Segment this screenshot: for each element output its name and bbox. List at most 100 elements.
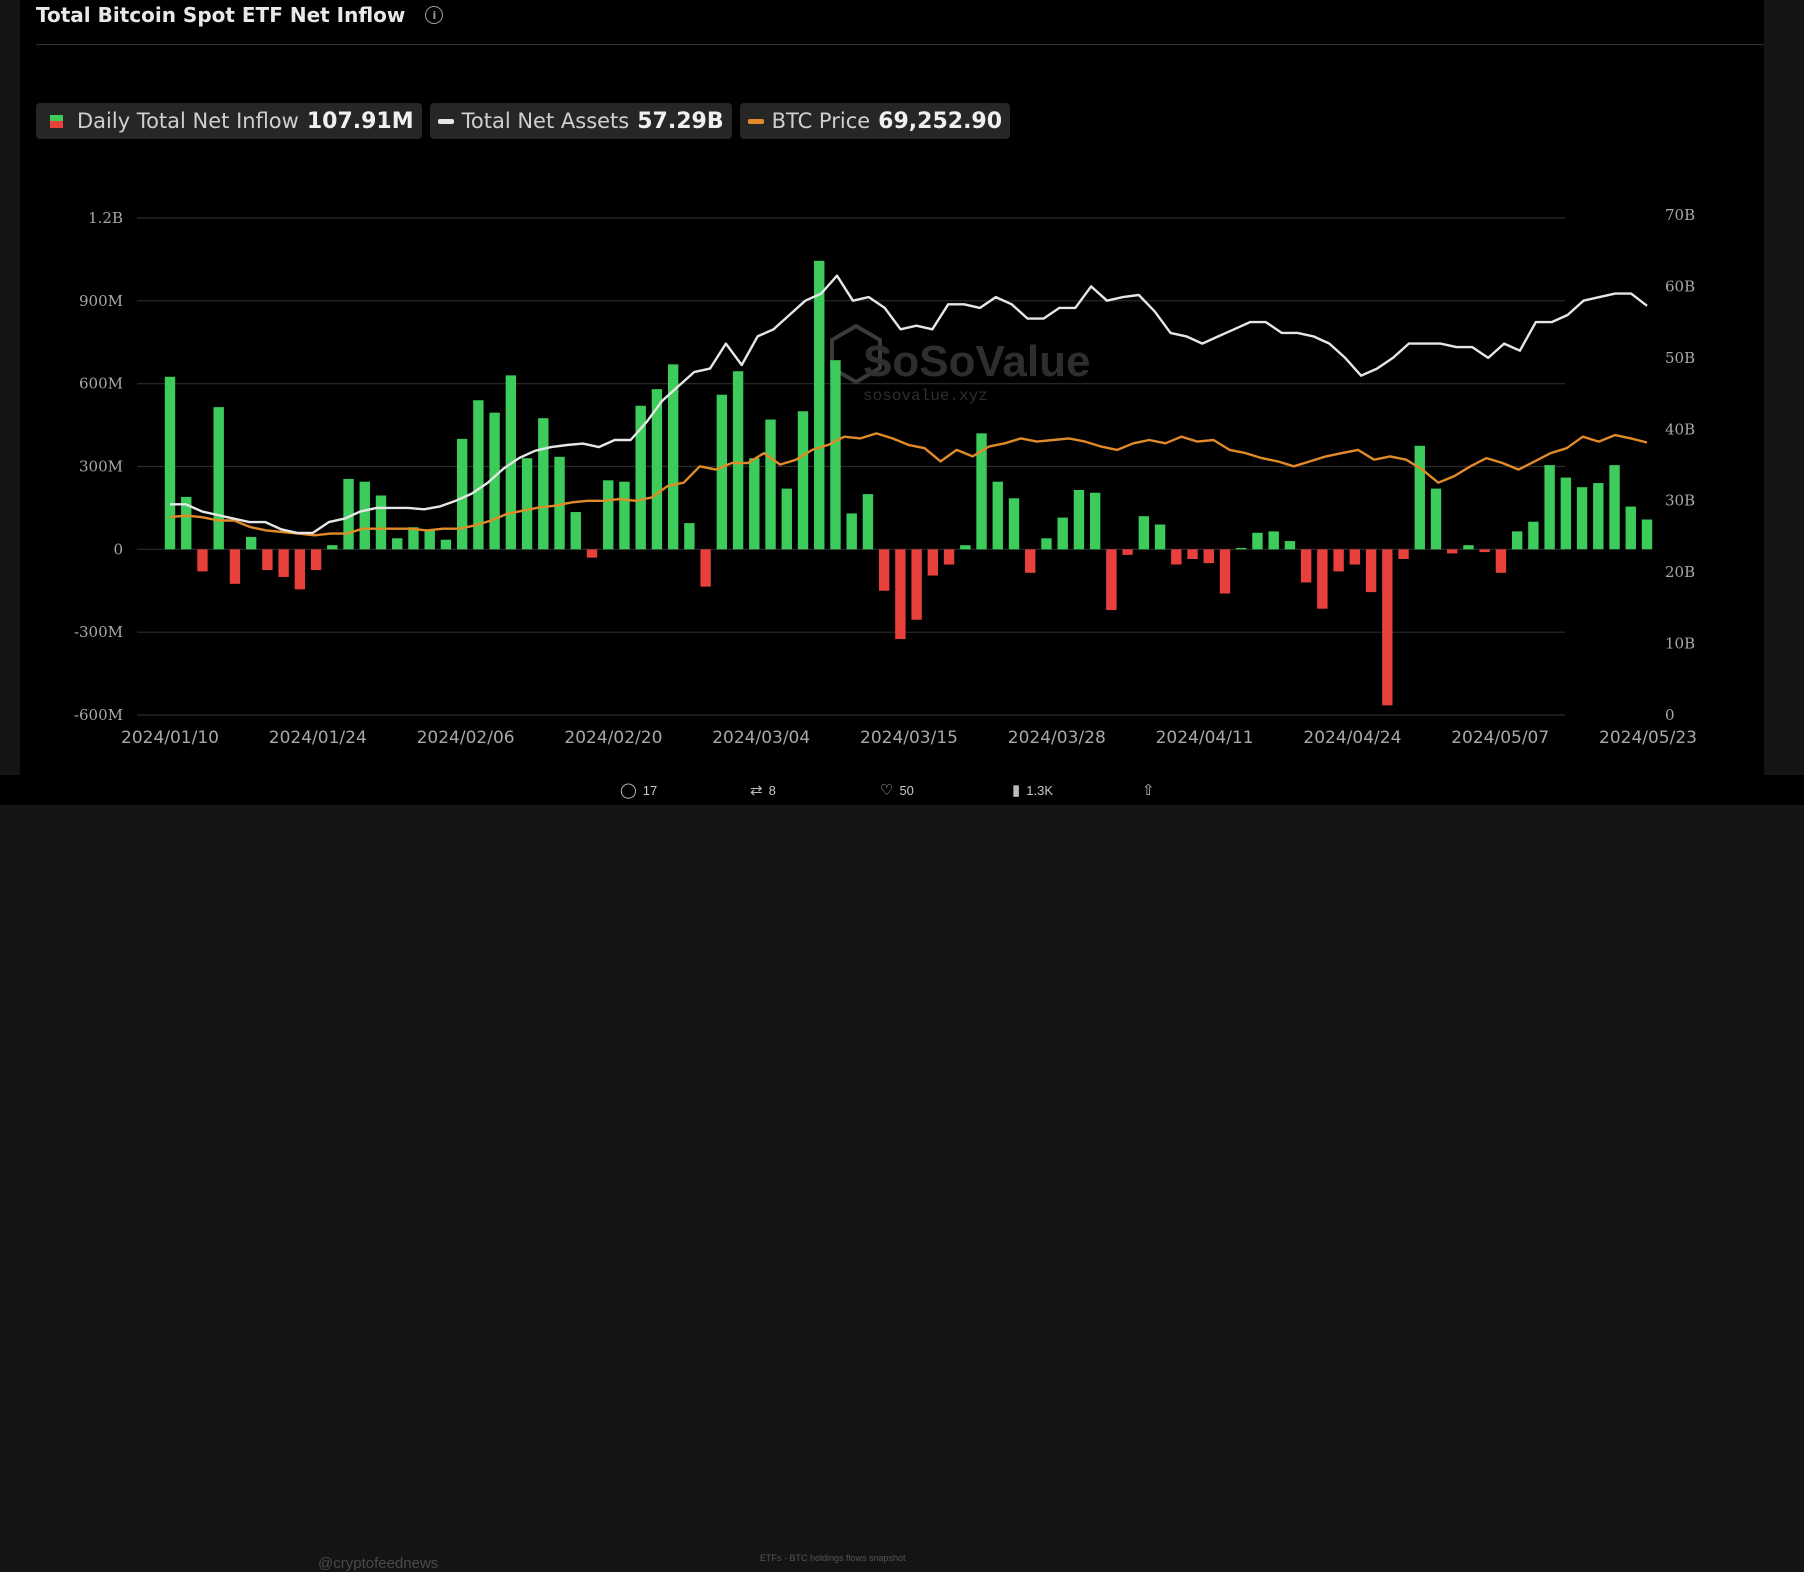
inflow-bar [878, 549, 890, 591]
inflow-bar [635, 405, 646, 550]
share-button[interactable]: ⇧ [1142, 781, 1155, 799]
footer-caption: ETFs - BTC holdings flows snapshot [760, 1553, 906, 1563]
inflow-bar [960, 545, 971, 550]
y-left-tick-label: -300M [74, 623, 123, 641]
legend-assets-label: Total Net Assets [461, 109, 630, 133]
inflow-bar [700, 549, 711, 587]
inflow-bar [732, 371, 744, 550]
chart-title: Total Bitcoin Spot ETF Net Inflow [36, 3, 406, 27]
inflow-bar [1382, 549, 1393, 706]
inflow-bar [1414, 445, 1425, 550]
inflow-bar [554, 456, 565, 550]
legend-assets[interactable]: Total Net Assets 57.29B [429, 103, 732, 139]
inflow-bar [1641, 519, 1653, 550]
x-tick-label: 2024/01/24 [269, 728, 367, 748]
inflow-bar [1495, 549, 1507, 573]
assets-swatch-icon [437, 118, 454, 124]
author-handle[interactable]: @cryptofeednews [318, 1555, 439, 1572]
legend-price[interactable]: BTC Price 69,252.90 [739, 103, 1011, 139]
inflow-bar [1511, 531, 1523, 550]
x-tick-label: 2024/02/06 [417, 728, 515, 748]
inflow-bar [456, 438, 468, 550]
inflow-bar [651, 389, 663, 550]
inflow-bar [1073, 489, 1085, 550]
inflow-bar [408, 527, 419, 550]
y-right-tick-label: 60B [1665, 277, 1695, 295]
inflow-bar [1008, 498, 1020, 550]
y-right-tick-label: 0 [1665, 706, 1675, 724]
y-left-tick-label: -600M [74, 706, 123, 724]
y-right-tick-label: 20B [1665, 563, 1695, 581]
x-tick-label: 2024/03/28 [1008, 728, 1106, 748]
x-tick-label: 2024/04/24 [1303, 728, 1401, 748]
inflow-bar [1317, 549, 1328, 609]
btc-price-line [169, 432, 1648, 537]
inflow-bar [343, 478, 354, 550]
inflow-bar [1625, 506, 1636, 550]
x-tick-label: 2024/03/04 [712, 728, 810, 748]
inflow-bar [1365, 549, 1377, 593]
inflow-bar [911, 549, 922, 620]
inflow-bar [992, 481, 1003, 550]
inflow-bar [943, 549, 955, 565]
inflow-bar [1430, 488, 1442, 550]
inflow-bar [1284, 541, 1296, 550]
inflow-bar [667, 364, 679, 550]
legend-assets-value: 57.29B [637, 108, 724, 134]
y-left-tick-label: 0 [113, 540, 123, 558]
x-tick-label: 2024/03/15 [860, 728, 958, 748]
y-right-tick-label: 50B [1665, 349, 1695, 367]
repost-icon: ⇄ [750, 782, 763, 799]
reply-icon: ◯ [620, 782, 637, 799]
inflow-swatch-icon [50, 114, 63, 128]
repost-button[interactable]: ⇄ 8 [750, 781, 776, 799]
total-net-assets-line [170, 274, 1648, 535]
inflow-bar [1252, 532, 1263, 550]
inflow-bar [1300, 549, 1312, 583]
inflow-bar [359, 481, 370, 550]
chart-svg: SoSoValue sosovalue.xyz 1.2B 900M 600M 300M… [74, 206, 1697, 748]
legend-inflow[interactable]: Daily Total Net Inflow 107.91M [36, 103, 422, 139]
inflow-bar [521, 458, 533, 550]
inflow-bar [1528, 521, 1539, 550]
inflow-bar [716, 394, 728, 550]
inflow-bar [245, 536, 257, 550]
x-tick-label: 2024/01/10 [121, 728, 219, 748]
y-left-tick-label: 900M [79, 292, 123, 310]
reply-button[interactable]: ◯ 17 [620, 781, 657, 799]
inflow-bar [375, 495, 387, 550]
x-tick-label: 2024/04/11 [1156, 728, 1254, 748]
inflow-bar [603, 480, 614, 550]
inflow-bar [294, 549, 306, 590]
inflow-bar [1560, 477, 1572, 550]
inflow-bar [1333, 549, 1344, 572]
inflow-bar [473, 400, 484, 550]
y-left-tick-label: 1.2B [88, 209, 123, 227]
inflow-bar [1154, 524, 1166, 550]
inflow-bar [814, 260, 825, 550]
legend-price-value: 69,252.90 [878, 108, 1003, 134]
inflow-bar [1463, 545, 1474, 550]
inflow-bar [1349, 549, 1361, 565]
inflow-bar [1187, 549, 1198, 559]
inflow-bar [749, 458, 760, 550]
y-right-tick-label: 30B [1665, 492, 1695, 510]
inflow-bar [213, 407, 224, 550]
like-button[interactable]: ♡ 50 [880, 781, 914, 799]
tweet-footer: @cryptofeednews ETFs - BTC holdings flow… [0, 775, 1804, 1572]
info-icon[interactable]: i [425, 6, 444, 24]
views-button[interactable]: ▮ 1.3K [1012, 781, 1053, 799]
inflow-bar [164, 376, 176, 550]
inflow-bar [1576, 487, 1588, 550]
header-divider [36, 44, 1764, 45]
chart-panel: Total Bitcoin Spot ETF Net Inflow i Dail… [20, 0, 1764, 775]
inflow-bar [424, 530, 435, 550]
inflow-bar [797, 411, 809, 550]
y-left-tick-label: 600M [79, 375, 123, 393]
inflow-bar [197, 549, 208, 572]
inflow-bar [1268, 531, 1279, 550]
inflow-bar [440, 539, 452, 550]
legend-inflow-label: Daily Total Net Inflow [77, 109, 299, 133]
inflow-bar [846, 513, 857, 550]
inflow-bar [586, 549, 598, 558]
